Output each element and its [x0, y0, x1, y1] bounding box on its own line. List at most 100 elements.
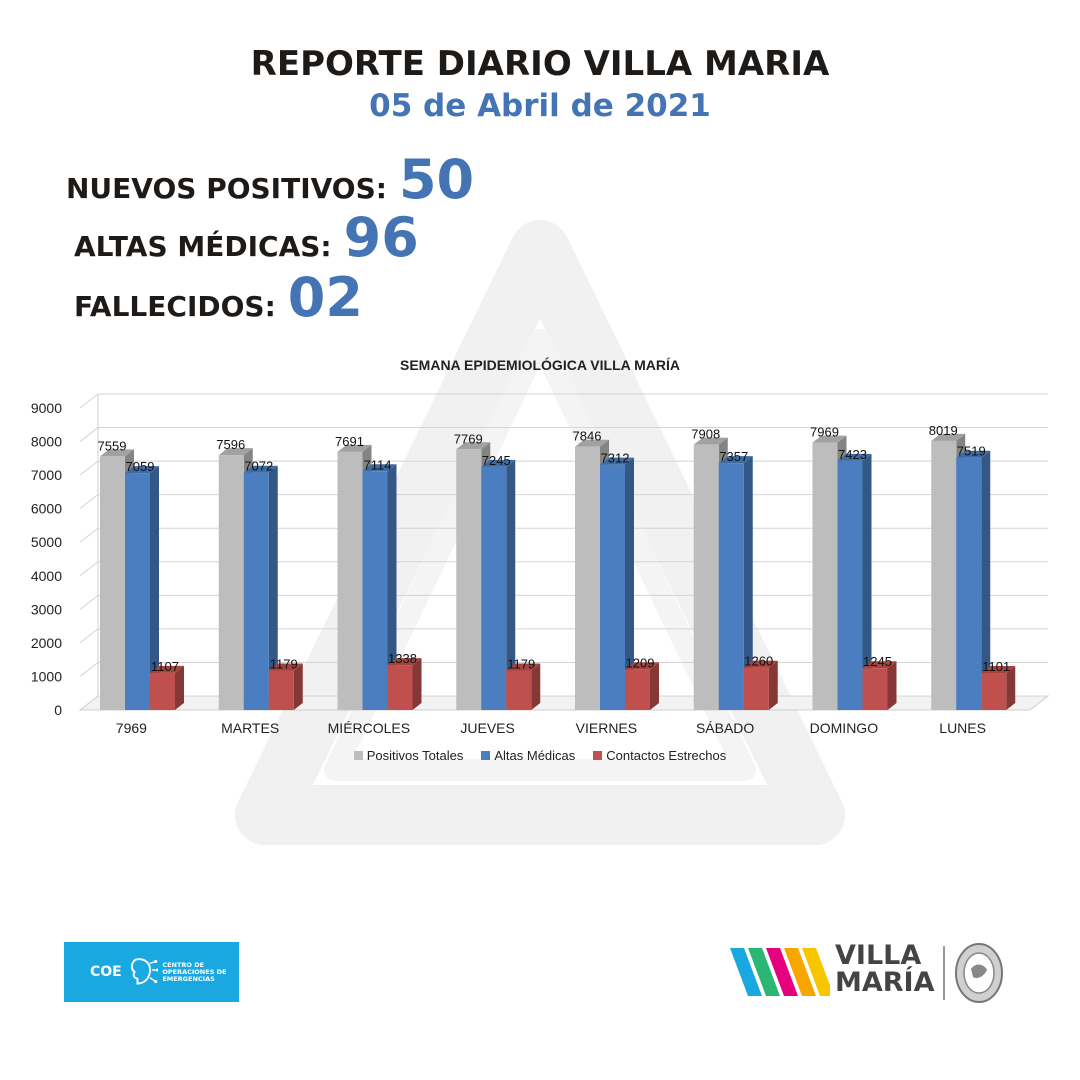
municipal-seal-icon: [955, 943, 1003, 1003]
bar: [625, 669, 650, 710]
gridline: [79, 427, 1048, 442]
bar-top: [575, 439, 609, 447]
bar-side: [743, 456, 753, 710]
bar: [812, 442, 838, 710]
x-tick-label: MIÉRCOLES: [328, 720, 410, 736]
legend-swatch: [593, 751, 603, 760]
villa-maria-stripes-icon: [730, 948, 834, 996]
bar: [481, 466, 507, 710]
data-label: 7769: [454, 431, 483, 446]
bar-side: [268, 465, 278, 710]
coe-wordmark: COE: [90, 964, 122, 980]
bar: [931, 440, 957, 710]
legend-swatch: [481, 751, 491, 760]
bar-side: [1006, 666, 1016, 710]
data-label: 1338: [388, 651, 417, 666]
bar-top: [743, 660, 778, 668]
bar: [243, 472, 269, 710]
bar-top: [125, 466, 159, 474]
bar: [150, 672, 175, 710]
bar-side: [887, 661, 897, 710]
data-label: 7072: [244, 459, 273, 474]
bar-top: [862, 661, 897, 669]
bar-top: [337, 444, 372, 452]
bar: [362, 471, 388, 710]
bar-side: [862, 453, 872, 710]
x-tick-label: 7969: [116, 720, 147, 736]
x-tick-label: MARTES: [221, 720, 279, 736]
legend-swatch: [353, 751, 363, 760]
bar-side: [412, 658, 422, 710]
x-tick-label: JUEVES: [460, 720, 514, 736]
stat-value: 50: [398, 148, 475, 211]
bar: [718, 463, 744, 710]
logo-divider: [943, 946, 945, 1000]
data-label: 1179: [270, 656, 298, 671]
wordmark-line: MARÍA: [835, 967, 935, 998]
gridline: [79, 393, 1048, 409]
data-label: 7691: [335, 434, 364, 449]
bar-side: [531, 663, 541, 710]
report-title: REPORTE DIARIO VILLA MARIA: [250, 44, 830, 84]
y-tick-label: 5000: [31, 534, 62, 550]
data-label: 7559: [98, 438, 127, 453]
stat-label: FALLECIDOS:: [74, 290, 276, 323]
bar-top: [625, 662, 659, 670]
legend-label: Contactos Estrechos: [606, 748, 727, 763]
bar: [956, 457, 982, 710]
bar-side: [506, 459, 516, 710]
legend-label: Positivos Totales: [366, 748, 464, 763]
bar-top: [218, 448, 253, 456]
data-label: 1209: [626, 655, 655, 670]
data-label: 7846: [573, 429, 602, 444]
y-tick-label: 2000: [31, 635, 62, 651]
legend-label: Altas Médicas: [494, 748, 576, 763]
villa-maria-logo: VILLA MARÍA: [730, 938, 1020, 1008]
y-tick-label: 1000: [31, 668, 62, 684]
y-tick-label: 4000: [31, 568, 62, 584]
x-tick-label: DOMINGO: [810, 720, 879, 736]
bar-side: [387, 464, 397, 710]
stat-label: NUEVOS POSITIVOS:: [66, 172, 387, 205]
bar-top: [693, 437, 728, 445]
stat-value: 96: [343, 206, 419, 269]
bar: [125, 473, 150, 710]
bar-side: [150, 466, 159, 710]
bar: [862, 668, 888, 710]
data-label: 1245: [863, 654, 892, 669]
stat-new-positives: NUEVOS POSITIVOS: 50: [66, 148, 474, 211]
legend-item: Altas Médicas: [481, 748, 575, 763]
bar-side: [293, 663, 303, 710]
bar: [600, 464, 625, 710]
villa-maria-wordmark: VILLA MARÍA: [835, 942, 935, 996]
data-label: 7245: [482, 453, 511, 468]
bar-top: [600, 457, 634, 465]
bar-top: [812, 435, 847, 443]
data-label: 7969: [810, 425, 839, 440]
stat-label: ALTAS MÉDICAS:: [74, 230, 332, 263]
y-tick-label: 6000: [31, 501, 62, 517]
bar: [100, 456, 125, 710]
bar-top: [837, 453, 872, 461]
bar-top: [981, 666, 1016, 674]
stat-value: 02: [287, 266, 363, 329]
stat-medical-discharges: ALTAS MÉDICAS: 96: [74, 206, 419, 269]
bar-top: [100, 449, 134, 457]
bar: [456, 449, 482, 710]
data-label: 7423: [838, 447, 867, 462]
bar: [506, 670, 532, 710]
coe-logo: COE CENTRO DE OPERACIONES DE EMERGENCIAS: [64, 942, 239, 1002]
x-tick-label: SÁBADO: [696, 720, 754, 736]
y-tick-label: 7000: [31, 467, 62, 483]
legend-item: Positivos Totales: [353, 748, 464, 763]
bar: [387, 665, 413, 710]
bar: [218, 455, 244, 710]
data-label: 7059: [126, 459, 155, 474]
data-label: 7908: [691, 427, 720, 442]
bar-chart: 0 1000 2000 3000 4000 5000 6000 7000 8000 9000 755…: [31, 393, 1050, 736]
x-tick-label: LUNES: [939, 720, 986, 736]
bar: [743, 667, 769, 710]
data-label: 1101: [982, 659, 1010, 674]
data-label: 1107: [151, 659, 179, 674]
